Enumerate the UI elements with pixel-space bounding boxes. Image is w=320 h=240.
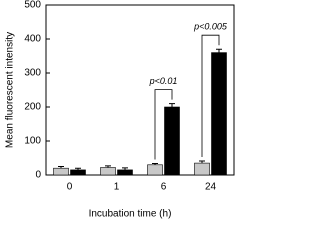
x-tick-label: 1 (114, 182, 120, 193)
y-tick-label: 500 (24, 0, 41, 11)
x-tick-label: 6 (161, 182, 167, 193)
bar (70, 169, 86, 176)
y-tick-label: 100 (24, 136, 41, 147)
significance-bracket (154, 89, 173, 160)
y-tick-label: 200 (24, 102, 41, 113)
annotation: p<0.01 (149, 76, 178, 86)
bar (100, 167, 116, 176)
chart: Incubation time (h) Mean fluorescent int… (5, 0, 235, 220)
bar (211, 52, 227, 176)
x-axis-label: Incubation time (h) (89, 209, 172, 220)
error-bar (122, 167, 128, 170)
annotation: p<0.005 (193, 22, 228, 32)
bar (164, 106, 180, 176)
bar (194, 162, 210, 176)
significance-bracket (201, 34, 220, 158)
y-axis-label: Mean fluorescent intensity (5, 32, 16, 148)
bar (53, 167, 69, 176)
y-tick-label: 300 (24, 68, 41, 79)
x-tick-label: 0 (67, 182, 73, 193)
plot-frame (45, 4, 235, 176)
x-tick-label: 24 (205, 182, 217, 193)
y-tick-label: 0 (35, 170, 41, 181)
y-tick-label: 400 (24, 34, 41, 45)
bar (147, 164, 163, 176)
bar (117, 169, 133, 176)
error-bar (199, 160, 205, 164)
error-bar (216, 48, 222, 53)
error-bar (169, 103, 175, 107)
